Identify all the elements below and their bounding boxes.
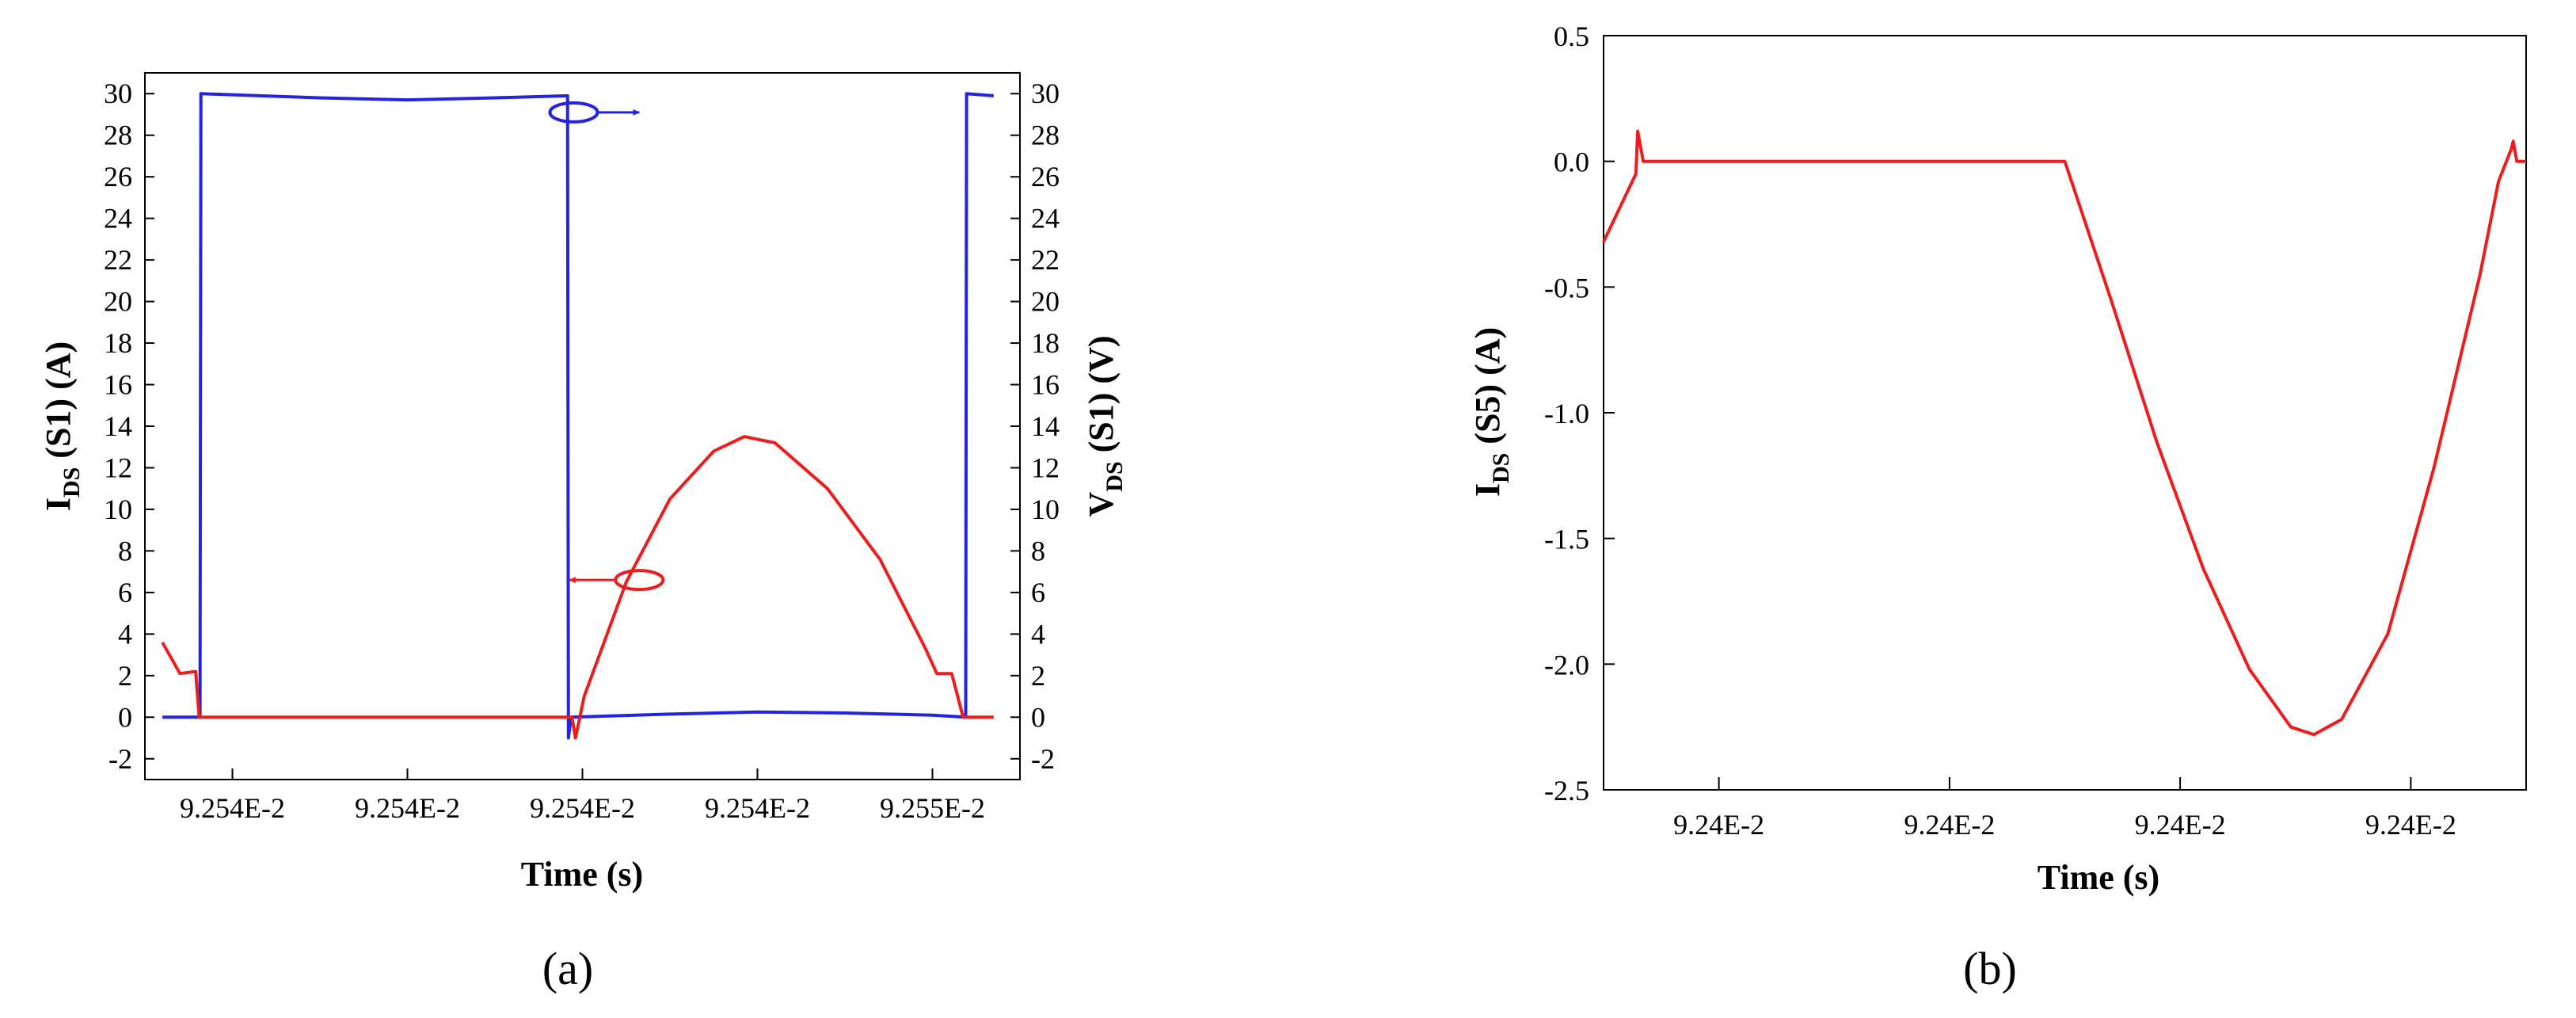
chart-a-left-y-tick-label: 0 xyxy=(118,701,132,733)
chart-b-y-tick-label: 0.0 xyxy=(1554,147,1589,178)
chart-a-left-y-tick-label: 14 xyxy=(104,410,132,442)
chart-b-y-axis: 0.5 0.0 -0.5 -1.0 -1.5 -2.0 -2.5 xyxy=(1544,21,1615,806)
chart-b-x-axis: 9.24E-2 9.24E-2 9.24E-2 9.24E-2 xyxy=(1673,777,2456,841)
chart-a-x-axis: 9.254E-2 9.254E-2 9.254E-2 9.254E-2 9.255E-2 xyxy=(180,768,985,824)
chart-b-x-axis-title: Time (s) xyxy=(2038,858,2159,897)
chart-a-left-y-axis-title: IDS (S1) (A) xyxy=(39,341,85,511)
chart-a-right-y-tick-label: 12 xyxy=(1031,452,1060,483)
chart-a-right-y-tick-label: -2 xyxy=(1031,743,1055,775)
chart-a-annotation-ellipse-right-axis xyxy=(548,101,599,124)
chart-a-left-y-tick-label: 10 xyxy=(104,494,132,525)
chart-a-right-y-tick-label: 10 xyxy=(1031,494,1060,525)
chart-a-left-y-tick-label: 30 xyxy=(104,78,132,109)
chart-a-right-y-tick-label: 26 xyxy=(1031,161,1060,193)
chart-b-panel-label: (b) xyxy=(1963,943,2017,994)
chart-a-right-y-axis-title: VDS (S1) (V) xyxy=(1082,336,1128,517)
chart-a-right-y-tick-label: 2 xyxy=(1031,660,1045,692)
chart-b-y-tick-label: 0.5 xyxy=(1554,21,1589,52)
chart-b: 0.50.0-0.5-1.0-1.5-2.0-2.5 9.24E-2 9.24E-… xyxy=(1468,21,2527,994)
chart-a-left-y-tick-label: 22 xyxy=(104,244,132,276)
chart-b-y-axis-title: IDS (S5) (A) xyxy=(1468,327,1514,497)
chart-a-left-y-tick-label: 4 xyxy=(118,618,132,650)
chart-b-series-layer xyxy=(1602,129,2526,737)
chart-a-right-y-tick-label: 18 xyxy=(1031,327,1060,359)
chart-a-right-y-tick-label: 14 xyxy=(1031,410,1060,442)
chart-a-left-y-tick-label: 26 xyxy=(104,161,132,193)
chart-b-y-tick-label: -0.5 xyxy=(1544,272,1589,303)
chart-a-x-tick-label: 9.254E-2 xyxy=(530,792,635,824)
chart-b-x-tick-label: 9.24E-2 xyxy=(1673,809,1764,841)
chart-a-right-y-tick-label: 20 xyxy=(1031,286,1060,318)
chart-a-left-y-tick-label: 8 xyxy=(118,535,132,566)
chart-a-left-y-tick-label: 28 xyxy=(104,120,132,151)
chart-b-frame xyxy=(1603,35,2527,791)
chart-a-x-tick-label: 9.254E-2 xyxy=(355,792,460,824)
chart-b-y-tick-label: -1.5 xyxy=(1544,524,1589,555)
chart-a-right-y-tick-label: 16 xyxy=(1031,369,1060,401)
chart-a-series-left-line xyxy=(161,435,994,740)
chart-a-right-y-tick-label: 24 xyxy=(1031,203,1060,234)
chart-a-right-y-tick-label: 28 xyxy=(1031,120,1060,151)
chart-a-right-y-tick-label: 30 xyxy=(1031,78,1060,109)
chart-a-right-y-tick-label: 6 xyxy=(1031,577,1045,608)
chart-a-x-tick-label: 9.254E-2 xyxy=(705,792,810,824)
chart-a-right-y-tick-label: 8 xyxy=(1031,535,1045,566)
chart-a-series-layer xyxy=(161,92,994,740)
chart-b-y-tick-label: -2.0 xyxy=(1544,649,1589,681)
chart-a-left-y-tick-label: 6 xyxy=(118,577,132,608)
chart-b-y-tick-label: -2.5 xyxy=(1544,775,1589,806)
chart-a-series-right-line xyxy=(162,92,994,740)
chart-a-left-y-tick-label: 24 xyxy=(104,203,132,234)
chart-a-right-y-tick-label: 22 xyxy=(1031,244,1060,276)
chart-b-series-line xyxy=(1602,129,2526,737)
chart-a-left-y-tick-label: -2 xyxy=(108,743,132,775)
chart-a-annotation-ellipse-left-axis xyxy=(614,569,665,592)
chart-a-panel-label: (a) xyxy=(542,943,593,994)
chart-a-left-y-tick-label: 20 xyxy=(104,286,132,318)
chart-a-x-tick-label: 9.255E-2 xyxy=(880,792,985,824)
chart-a-right-y-tick-label: 0 xyxy=(1031,701,1045,733)
chart-b-x-tick-label: 9.24E-2 xyxy=(1904,809,1995,841)
chart-a-left-y-tick-label: 16 xyxy=(104,369,132,401)
chart-a-right-y-tick-label: 4 xyxy=(1031,618,1045,650)
chart-a-frame xyxy=(144,72,1021,780)
chart-b-y-tick-label: -1.0 xyxy=(1544,398,1589,429)
chart-b-x-tick-label: 9.24E-2 xyxy=(2135,809,2226,841)
chart-b-x-tick-label: 9.24E-2 xyxy=(2365,809,2456,841)
chart-a-x-axis-title: Time (s) xyxy=(521,855,643,894)
chart-a-left-y-tick-label: 18 xyxy=(104,327,132,359)
chart-a-left-y-tick-label: 2 xyxy=(118,660,132,692)
chart-a-annotation-layer xyxy=(548,101,665,592)
chart-a-x-tick-label: 9.254E-2 xyxy=(180,792,285,824)
chart-a-left-y-tick-label: 12 xyxy=(104,452,132,483)
